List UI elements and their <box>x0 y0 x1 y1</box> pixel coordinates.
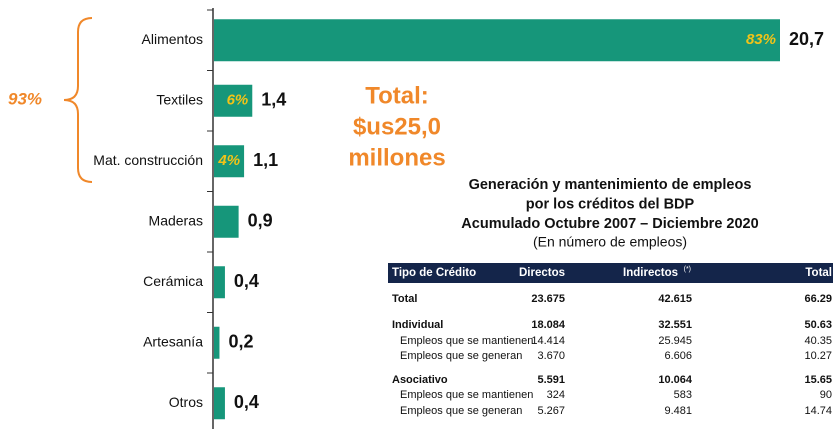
bar <box>214 84 253 117</box>
bar <box>214 205 239 238</box>
table-cell: Asociativo <box>392 374 448 386</box>
total-note: millones <box>348 144 445 171</box>
table-cell: 25.945 <box>658 335 692 347</box>
table-cell: 14.414 <box>531 335 565 347</box>
table-cell: 14.74 <box>804 405 832 417</box>
table-cell: 5.267 <box>537 405 565 417</box>
table-header: Indirectos <box>623 267 678 279</box>
table-header: Total <box>805 267 832 279</box>
table-cell: 10.064 <box>658 374 693 386</box>
share-label: 4% <box>217 152 240 169</box>
table-cell: 23.675 <box>531 293 565 305</box>
table-subtitle: (En número de empleos) <box>533 234 687 250</box>
header-note: (*) <box>684 266 691 273</box>
table-cell: 583 <box>674 389 692 401</box>
table-title: Acumulado Octubre 2007 – Diciembre 2020 <box>461 216 758 232</box>
value-label: 0,4 <box>234 392 259 412</box>
table-cell: 32.551 <box>658 319 692 331</box>
table-cell: 18.084 <box>531 319 566 331</box>
table-cell: 324 <box>547 389 565 401</box>
value-label: 0,4 <box>234 271 259 291</box>
table-cell: 66.29 <box>804 293 832 305</box>
category-label: Maderas <box>149 212 203 228</box>
category-label: Textiles <box>156 91 203 107</box>
bar <box>214 387 225 420</box>
table-cell: 6.606 <box>664 350 692 362</box>
table-cell: Empleos que se generan <box>400 350 522 362</box>
value-label: 0,9 <box>248 211 273 231</box>
table-cell: 5.591 <box>537 374 565 386</box>
table-title: por los créditos del BDP <box>526 196 695 212</box>
table-header-bg <box>388 263 833 283</box>
bar <box>214 326 220 359</box>
total-note: $us25,0 <box>353 113 441 140</box>
value-label: 1,4 <box>261 90 286 110</box>
group-share: 93% <box>8 89 42 108</box>
share-label: 6% <box>227 92 249 109</box>
bar <box>214 145 245 178</box>
table-cell: 9.481 <box>664 405 692 417</box>
table-cell: 50.63 <box>804 319 832 331</box>
table-cell: 40.35 <box>804 335 832 347</box>
table-cell: 10.27 <box>804 350 832 362</box>
category-label: Cerámica <box>143 273 203 289</box>
table-header: Tipo de Crédito <box>392 267 476 279</box>
total-note: Total: <box>365 82 429 109</box>
share-label: 83% <box>746 31 776 48</box>
table-header: Directos <box>519 267 565 279</box>
table-cell: Empleos que se mantienen <box>400 335 533 347</box>
table-cell: 90 <box>820 389 832 401</box>
category-label: Mat. construcción <box>93 152 203 168</box>
table-cell: Total <box>392 293 417 305</box>
category-label: Artesanía <box>143 333 203 349</box>
table-cell: 15.65 <box>804 374 832 386</box>
value-label: 1,1 <box>253 150 278 170</box>
value-label: 0,2 <box>228 332 253 352</box>
table-title: Generación y mantenimiento de empleos <box>469 177 752 193</box>
category-label: Alimentos <box>142 31 203 47</box>
bar <box>214 266 225 299</box>
brace <box>63 17 93 183</box>
table-cell: Empleos que se mantienen <box>400 389 533 401</box>
category-label: Otros <box>169 394 203 410</box>
bar <box>214 19 780 62</box>
table-cell: 3.670 <box>537 350 565 362</box>
table-cell: 42.615 <box>658 293 692 305</box>
value-label: 20,7 <box>789 29 824 49</box>
table-cell: Empleos que se generan <box>400 405 522 417</box>
table-cell: Individual <box>392 319 443 331</box>
